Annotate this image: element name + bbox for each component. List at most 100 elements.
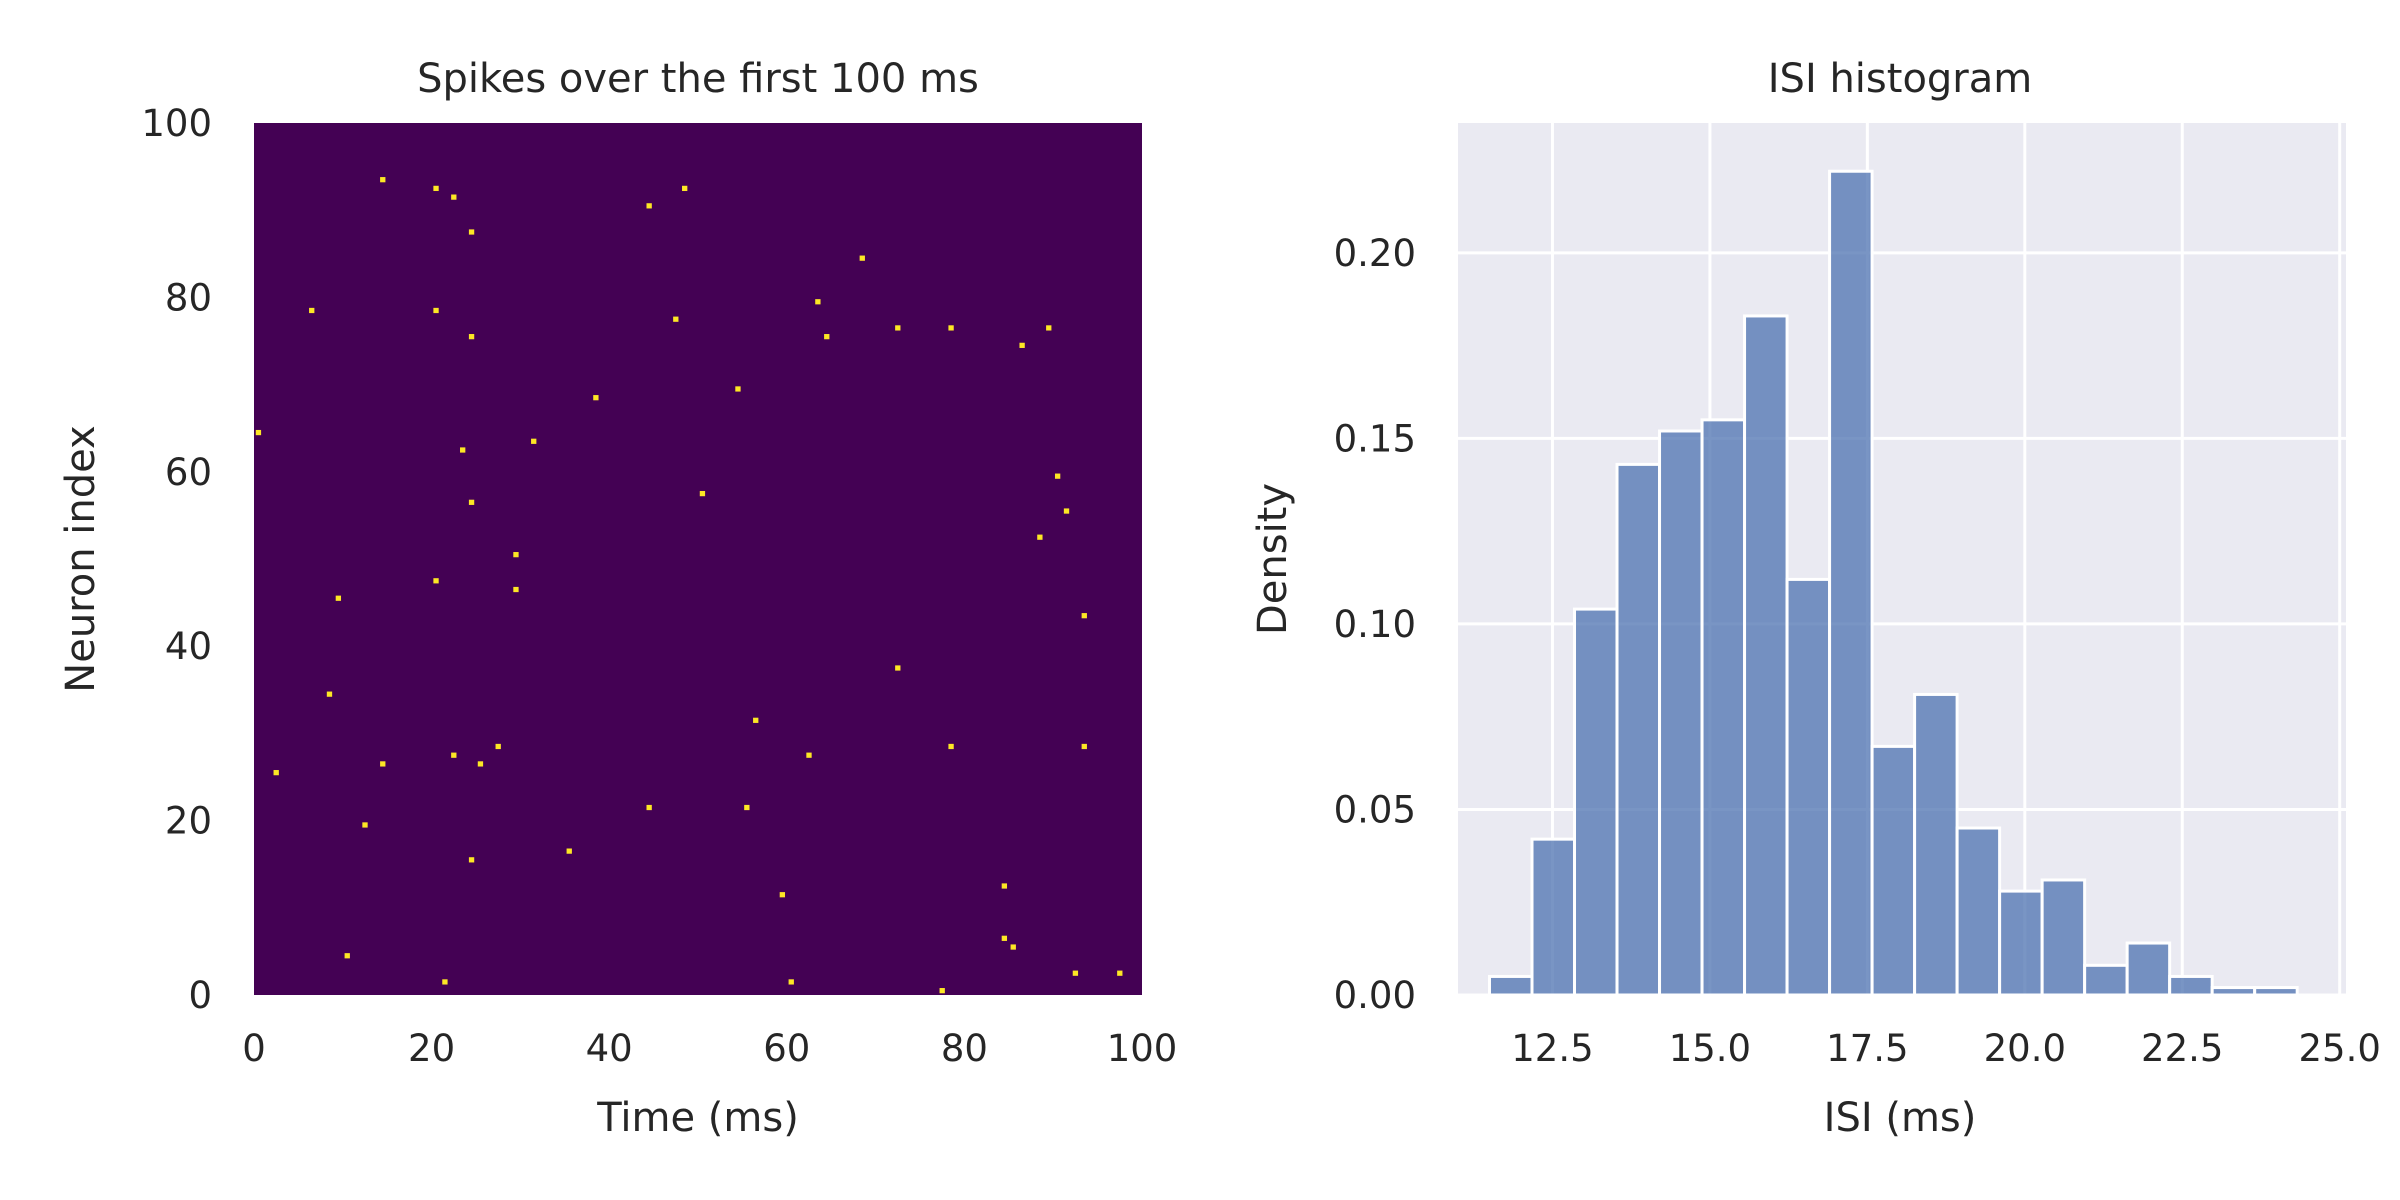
hist-bar-2 bbox=[1573, 607, 1619, 997]
hist-x-tick-label: 17.5 bbox=[1826, 1027, 1908, 1070]
hist-x-tick-label: 12.5 bbox=[1511, 1027, 1593, 1070]
hist-bar-16 bbox=[2168, 974, 2214, 997]
raster-y-axis-label: Neuron index bbox=[58, 425, 104, 692]
hist-bar-4 bbox=[1658, 429, 1704, 997]
spike-22 bbox=[513, 552, 519, 558]
hist-bar-14 bbox=[2083, 963, 2129, 997]
raster-spikes bbox=[255, 177, 1123, 994]
spike-28 bbox=[646, 804, 652, 811]
raster-y-tick-label: 40 bbox=[165, 625, 212, 668]
raster-y-ticks: 0 20 40 60 80 100 bbox=[141, 102, 212, 1017]
hist-title: ISI histogram bbox=[1768, 56, 2032, 102]
hist-x-tick-label: 25.0 bbox=[2299, 1027, 2381, 1070]
hist-y-tick-label: 0.00 bbox=[1334, 974, 1416, 1017]
raster-x-tick-label: 60 bbox=[763, 1027, 810, 1070]
raster-x-tick-label: 40 bbox=[586, 1027, 633, 1070]
hist-bar-10 bbox=[1913, 692, 1959, 997]
spike-24 bbox=[531, 438, 537, 444]
spike-10 bbox=[433, 307, 439, 314]
spike-2 bbox=[309, 307, 315, 314]
hist-y-tick-label: 0.05 bbox=[1334, 788, 1416, 831]
hist-bar-15 bbox=[2125, 941, 2172, 997]
spike-14 bbox=[451, 752, 457, 758]
spike-47 bbox=[1001, 935, 1008, 941]
raster-y-tick-label: 20 bbox=[165, 800, 212, 843]
spike-4 bbox=[335, 595, 342, 601]
spike-7 bbox=[380, 177, 386, 183]
spike-46 bbox=[1001, 883, 1008, 889]
spike-18 bbox=[468, 499, 475, 505]
raster-plot-area bbox=[254, 123, 1142, 995]
spike-56 bbox=[1081, 743, 1087, 750]
spike-19 bbox=[468, 857, 475, 863]
raster-y-tick-label: 80 bbox=[165, 276, 212, 319]
spike-29 bbox=[673, 316, 679, 322]
raster-y-tick-label: 100 bbox=[141, 102, 212, 145]
hist-y-tick-label: 0.10 bbox=[1334, 603, 1416, 646]
hist-bar-1 bbox=[1530, 837, 1577, 997]
hist-bar-18 bbox=[2253, 986, 2299, 997]
raster-x-axis-label: Time (ms) bbox=[596, 1095, 799, 1141]
raster-x-tick-label: 80 bbox=[941, 1027, 988, 1070]
spike-9 bbox=[433, 185, 439, 192]
spike-33 bbox=[744, 804, 750, 811]
spike-27 bbox=[646, 203, 652, 209]
hist-bar-8 bbox=[1828, 169, 1874, 997]
spike-16 bbox=[468, 229, 475, 235]
hist-bar-13 bbox=[2040, 878, 2087, 997]
spike-17 bbox=[468, 334, 475, 340]
spike-20 bbox=[477, 761, 484, 767]
hist-bar-6 bbox=[1743, 314, 1789, 997]
hist-bar-17 bbox=[2210, 986, 2257, 997]
spike-0 bbox=[255, 429, 262, 436]
hist-bar-9 bbox=[1870, 744, 1917, 997]
spike-5 bbox=[344, 953, 350, 959]
raster-panel: Spikes over the first 100 ms 0 20 40 60 80 10… bbox=[58, 56, 1177, 1141]
spike-54 bbox=[1072, 970, 1079, 976]
spike-8 bbox=[380, 761, 386, 767]
spike-49 bbox=[1019, 342, 1025, 348]
spike-37 bbox=[806, 752, 812, 758]
hist-bar-3 bbox=[1615, 462, 1662, 997]
spike-50 bbox=[1037, 534, 1043, 540]
spike-52 bbox=[1054, 473, 1061, 479]
spike-39 bbox=[824, 334, 830, 340]
spike-23 bbox=[513, 586, 519, 593]
spike-43 bbox=[939, 988, 945, 994]
spike-35 bbox=[779, 892, 786, 898]
spike-31 bbox=[699, 490, 706, 497]
hist-bar-5 bbox=[1700, 418, 1747, 997]
hist-y-tick-label: 0.20 bbox=[1334, 232, 1416, 275]
raster-x-ticks: 0 20 40 60 80 100 bbox=[242, 1027, 1177, 1070]
raster-y-tick-label: 60 bbox=[165, 451, 212, 494]
hist-y-ticks: 0.00 0.05 0.10 0.15 0.20 bbox=[1334, 232, 1416, 1017]
spike-3 bbox=[326, 691, 333, 697]
raster-x-tick-label: 20 bbox=[408, 1027, 455, 1070]
spike-48 bbox=[1010, 944, 1016, 950]
spike-6 bbox=[362, 822, 368, 828]
spike-34 bbox=[753, 717, 759, 723]
hist-x-tick-label: 15.0 bbox=[1669, 1027, 1751, 1070]
spike-40 bbox=[859, 255, 865, 261]
raster-x-tick-label: 100 bbox=[1107, 1027, 1178, 1070]
spike-25 bbox=[566, 848, 572, 854]
hist-bar-7 bbox=[1785, 577, 1832, 997]
spike-55 bbox=[1081, 613, 1087, 619]
spike-1 bbox=[273, 770, 279, 776]
spike-45 bbox=[948, 743, 954, 750]
spike-41 bbox=[895, 325, 901, 331]
spike-26 bbox=[593, 395, 599, 401]
hist-panel: ISI histogram 12.5 15.0 17.5 20.0 22.5 25.0 0… bbox=[1250, 56, 2381, 1141]
spike-44 bbox=[948, 325, 954, 331]
hist-y-tick-label: 0.15 bbox=[1334, 417, 1416, 460]
hist-y-axis-label: Density bbox=[1250, 483, 1296, 635]
hist-bars bbox=[1487, 169, 2299, 997]
raster-title: Spikes over the first 100 ms bbox=[417, 56, 979, 102]
spike-21 bbox=[495, 743, 501, 750]
raster-y-tick-label: 0 bbox=[188, 974, 212, 1017]
raster-x-tick-label: 0 bbox=[242, 1027, 266, 1070]
spike-57 bbox=[1117, 970, 1123, 976]
hist-x-ticks: 12.5 15.0 17.5 20.0 22.5 25.0 bbox=[1511, 1027, 2381, 1070]
hist-bar-12 bbox=[1998, 889, 2044, 997]
